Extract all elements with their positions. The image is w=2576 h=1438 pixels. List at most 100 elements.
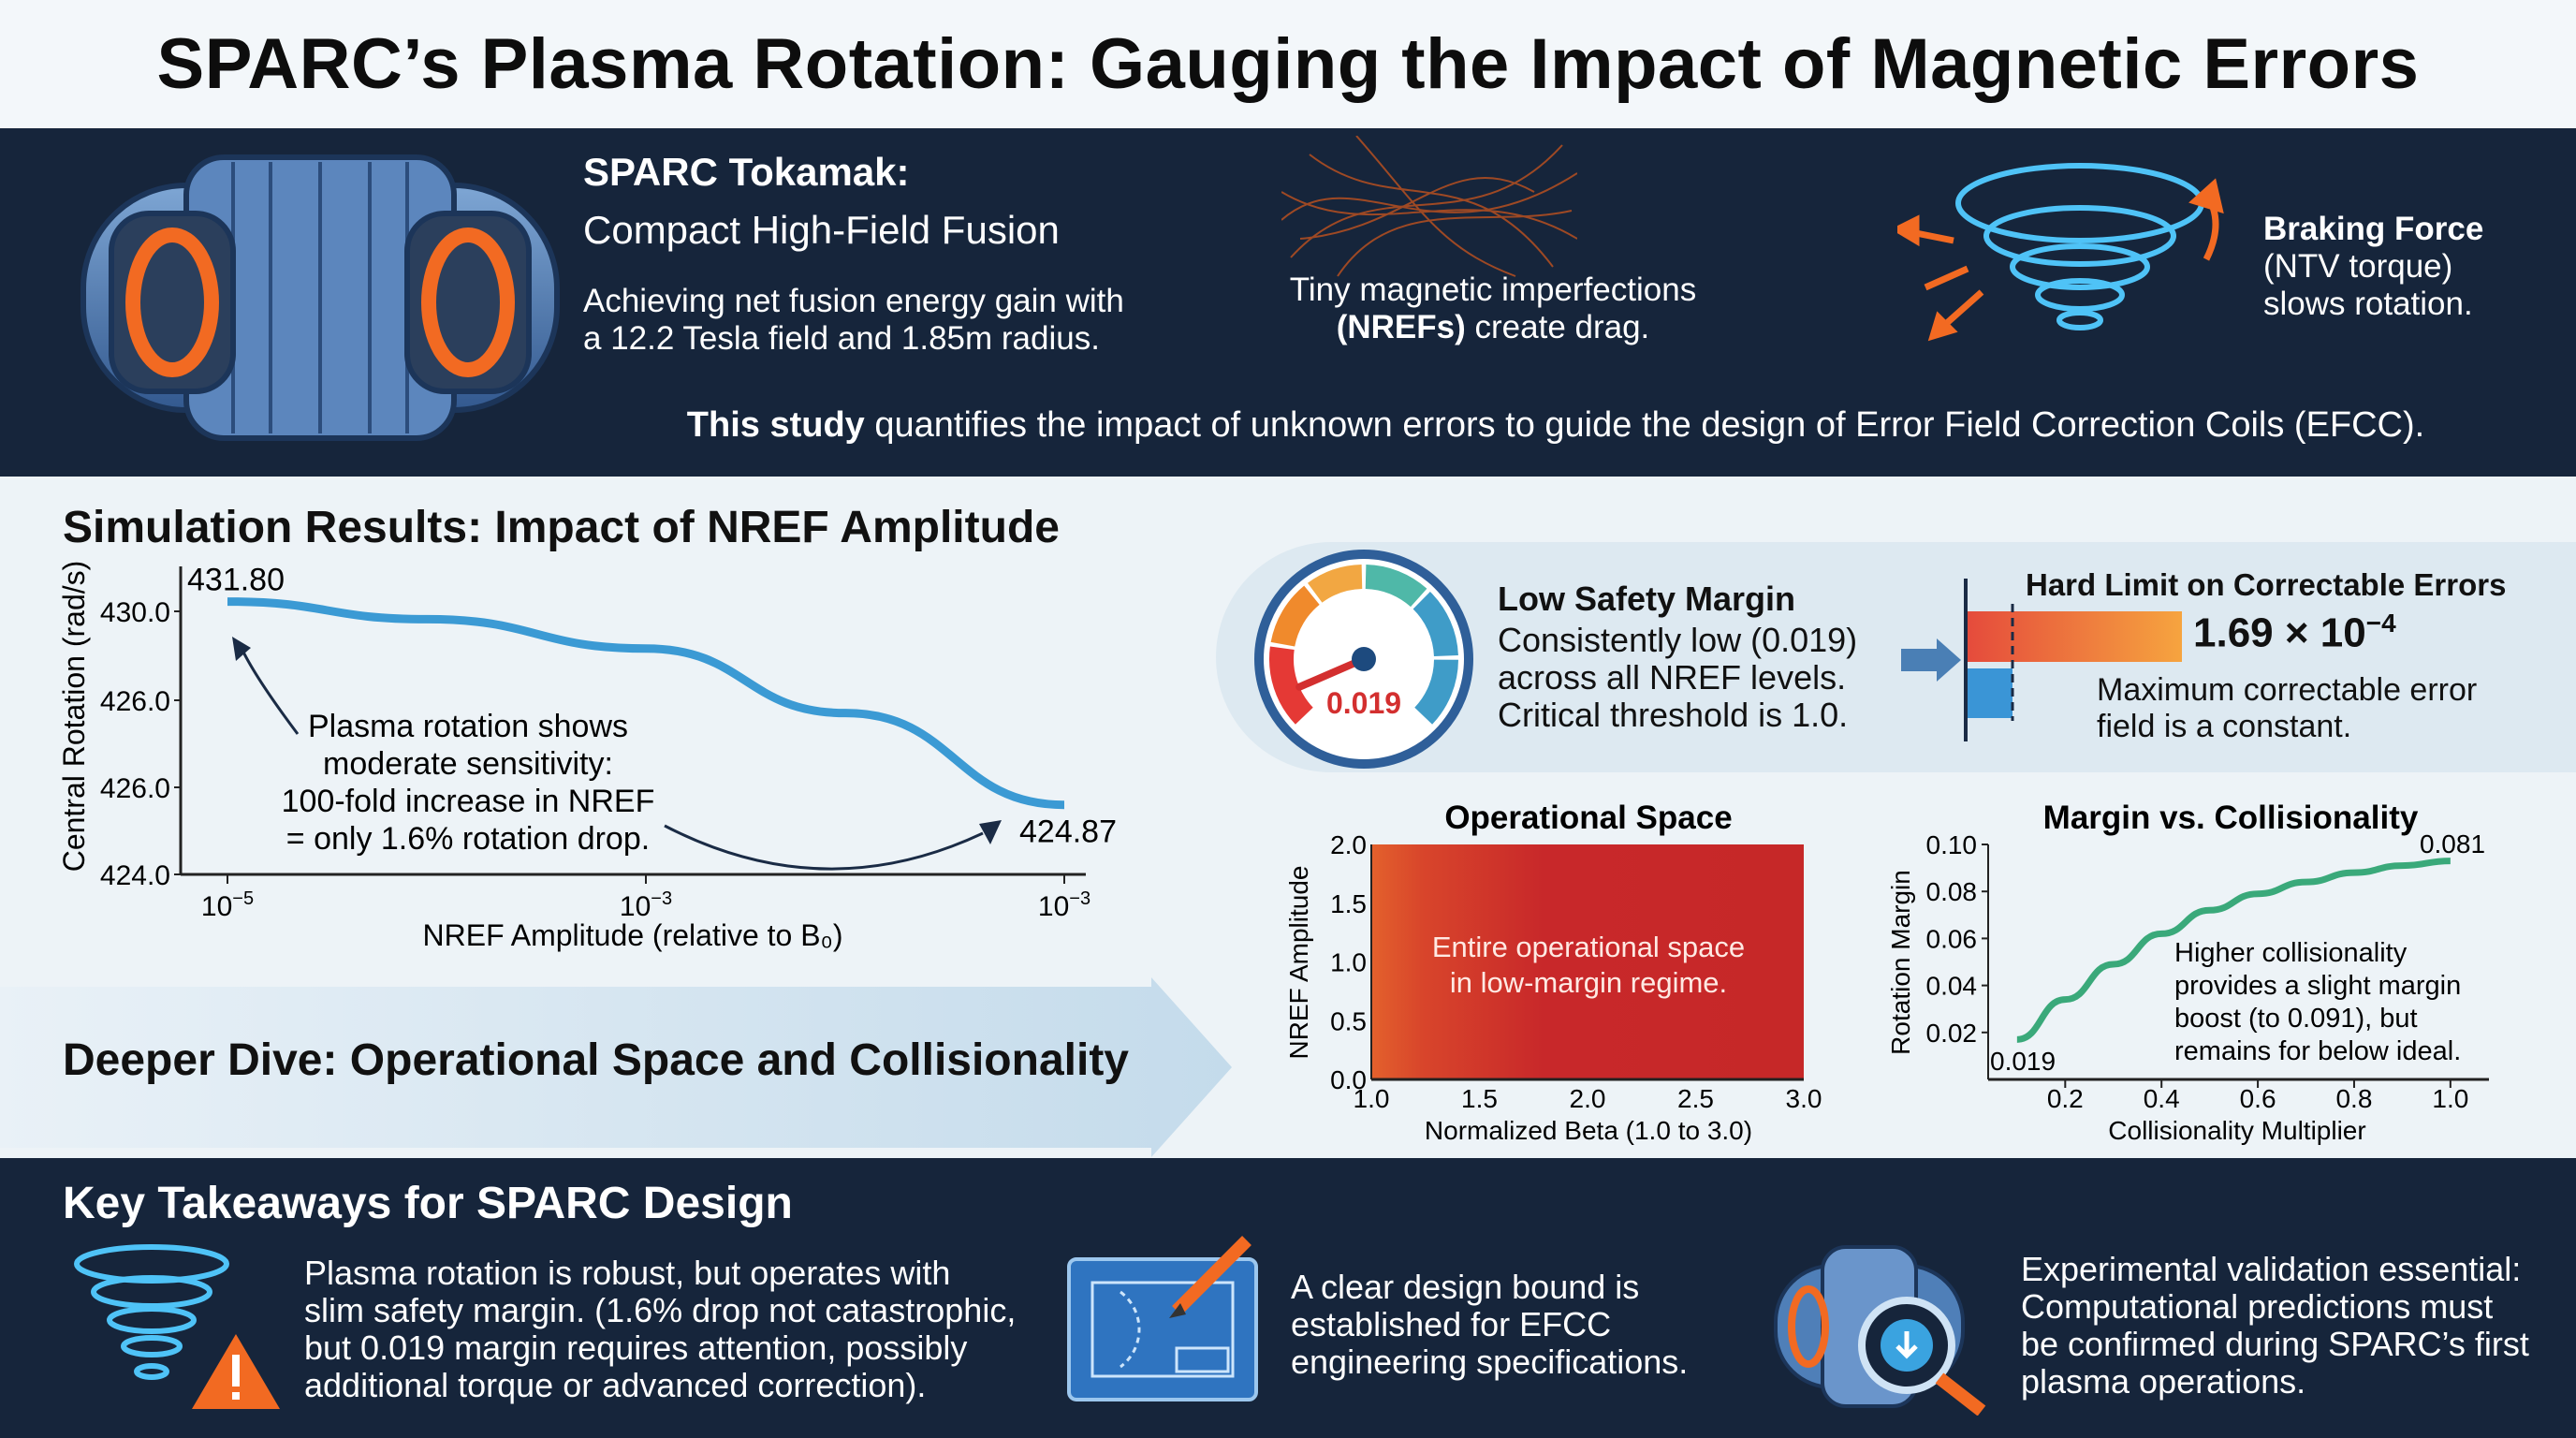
x-tick-label: 1.0 xyxy=(2432,1084,2468,1113)
heatmap-area xyxy=(1371,844,1804,1079)
x-tick-label: 0.4 xyxy=(2144,1084,2180,1113)
plasma-vortex-icon xyxy=(1897,163,2224,342)
title-band: SPARC’s Plasma Rotation: Gauging the Imp… xyxy=(0,0,2576,128)
heatmap-annotation: in low-margin regime. xyxy=(1450,966,1727,999)
x-tick-label: 1.0 xyxy=(1354,1084,1390,1113)
safety-line: Consistently low (0.019) xyxy=(1498,621,1858,659)
y-axis-label: Rotation Margin xyxy=(1886,870,1915,1055)
y-tick-label: 426.0 xyxy=(100,686,170,717)
takeaway-line: additional torque or advanced correction… xyxy=(304,1366,927,1404)
error-bar xyxy=(1968,668,2012,718)
gauge-value: 0.019 xyxy=(1326,686,1401,720)
chart-title: Margin vs. Collisionality xyxy=(2043,800,2419,836)
nref-term: (NREFs) xyxy=(1336,309,1466,345)
takeaway-2-text: A clear design bound is established for … xyxy=(1291,1269,1688,1381)
page-title: SPARC’s Plasma Rotation: Gauging the Imp… xyxy=(156,24,2420,104)
tokamak-description: Achieving net fusion energy gain with a … xyxy=(583,283,1124,358)
safety-line: Critical threshold is 1.0. xyxy=(1498,696,1849,734)
takeaway-line: Experimental validation essential: xyxy=(2021,1250,2522,1288)
annotation-line: 100-fold increase in NREF xyxy=(282,784,655,819)
y-tick-label: 1.0 xyxy=(1330,948,1367,977)
takeaway-line: Plasma rotation is robust, but operates … xyxy=(304,1254,951,1292)
deeper-dive-arrow-band xyxy=(0,977,1232,1157)
y-tick-label: 426.0 xyxy=(100,773,170,804)
y-axis-label: Central Rotation (rad/s) xyxy=(57,561,91,873)
y-tick-label: 0.10 xyxy=(1926,830,1978,859)
end-value-label: 424.87 xyxy=(1019,814,1117,850)
takeaway-line: plasma operations. xyxy=(2021,1362,2306,1401)
rotation-chart: Central Rotation (rad/s) 430.0 426.0 426.0… xyxy=(57,561,1117,952)
arrow-icon xyxy=(1901,649,1937,671)
magnetic-field-lines-icon xyxy=(1281,136,1577,277)
heatmap-annotation: Entire operational space xyxy=(1432,931,1745,963)
limit-bar xyxy=(1968,611,2182,662)
arrow-head xyxy=(979,820,1002,844)
tokamak-desc-line: a 12.2 Tesla field and 1.85m radius. xyxy=(583,320,1100,357)
x-tick-label: 0.6 xyxy=(2240,1084,2276,1113)
caption-line: Maximum correctable error xyxy=(2097,672,2478,708)
study-statement: This study quantifies the impact of unkn… xyxy=(0,405,2576,446)
x-tick-label: 2.0 xyxy=(1570,1084,1606,1113)
operational-space-chart: Operational Space 1.0 1.5 2.0 2.5 3.0 0.0 0.5 1… xyxy=(1284,800,1822,1145)
x-tick-label: 0.8 xyxy=(2335,1084,2372,1113)
y-axis-label: NREF Amplitude xyxy=(1284,866,1313,1060)
y-tick-label: 0.0 xyxy=(1330,1065,1367,1094)
braking-title: Braking Force xyxy=(2263,211,2484,247)
hard-limit-graphic xyxy=(1901,579,2182,741)
annotation-arrow-right xyxy=(664,824,984,871)
tokamak-illustration-icon xyxy=(80,154,560,441)
start-value-label: 431.80 xyxy=(187,563,285,598)
tokamak-magnifier-icon xyxy=(1774,1245,1986,1416)
y-tick-label: 1.5 xyxy=(1330,889,1367,918)
tornado-warning-icon xyxy=(74,1244,280,1409)
safety-line: across all NREF levels. xyxy=(1498,658,1847,697)
x-tick-label: 1.5 xyxy=(1461,1084,1498,1113)
margin-chart: Margin vs. Collisionality 0.2 0.4 0.6 0.8 1.… xyxy=(1886,800,2489,1145)
annotation-line: boost (to 0.091), but xyxy=(2174,1004,2418,1034)
takeaway-line: Computational predictions must xyxy=(2021,1287,2494,1326)
takeaway-line: A clear design bound is xyxy=(1291,1268,1640,1306)
x-tick-label: 10−5 xyxy=(201,888,254,922)
y-tick-label: 0.08 xyxy=(1926,877,1978,906)
takeaway-line: but 0.019 margin requires attention, pos… xyxy=(304,1328,968,1367)
margin-series-line xyxy=(2016,858,2451,1043)
nref-caption-line: Tiny magnetic imperfections xyxy=(1289,271,1697,308)
hard-limit-caption: Maximum correctable error field is a con… xyxy=(2097,672,2477,745)
annotation-arrow-up xyxy=(238,643,300,735)
y-tick-label: 0.02 xyxy=(1926,1019,1978,1048)
tokamak-subtitle: Compact High-Field Fusion xyxy=(583,208,1060,252)
y-tick-label: 430.0 xyxy=(100,597,170,628)
safety-title: Low Safety Margin xyxy=(1498,580,1796,618)
nref-caption: Tiny magnetic imperfections (NREFs) crea… xyxy=(1245,271,1741,346)
end-value-label: 0.081 xyxy=(2420,829,2485,858)
rotation-series-line xyxy=(227,597,1065,810)
deeper-dive-heading: Deeper Dive: Operational Space and Colli… xyxy=(63,1035,1129,1085)
y-tick-label: 0.04 xyxy=(1926,972,1978,1001)
x-tick-label: 10−3 xyxy=(620,888,672,922)
study-bold: This study xyxy=(686,405,865,445)
x-tick-label: 2.5 xyxy=(1677,1084,1714,1113)
tokamak-title: SPARC Tokamak: xyxy=(583,150,910,194)
hard-limit-title: Hard Limit on Correctable Errors xyxy=(2026,567,2507,602)
annotation-line: moderate sensitivity: xyxy=(323,746,613,782)
y-tick-label: 2.0 xyxy=(1330,830,1367,859)
hard-limit-value: 1.69 × 10−4 xyxy=(2193,609,2396,657)
takeaway-line: slim safety margin. (1.6% drop not catas… xyxy=(304,1291,1017,1329)
value-exponent: −4 xyxy=(2365,609,2396,638)
x-tick-label: 0.2 xyxy=(2047,1084,2084,1113)
x-axis-label: Normalized Beta (1.0 to 3.0) xyxy=(1425,1116,1752,1145)
study-rest: quantifies the impact of unknown errors … xyxy=(864,405,2425,445)
annotation-line: remains for below ideal. xyxy=(2174,1036,2461,1066)
y-tick-label: 0.5 xyxy=(1330,1006,1367,1035)
blueprint-pencil-icon xyxy=(1067,1236,1258,1401)
x-axis-label: NREF Amplitude (relative to B₀) xyxy=(423,918,843,952)
braking-force-text: Braking Force (NTV torque) slows rotatio… xyxy=(2263,211,2483,323)
nref-rest: create drag. xyxy=(1465,309,1650,345)
takeaways-section xyxy=(0,1158,2576,1438)
safety-text: Low Safety Margin Consistently low (0.01… xyxy=(1498,580,1857,734)
x-tick-label: 10−3 xyxy=(1038,888,1090,922)
tokamak-desc-line: Achieving net fusion energy gain with xyxy=(583,283,1124,319)
annotation-line: = only 1.6% rotation drop. xyxy=(286,821,650,857)
simulation-heading: Simulation Results: Impact of NREF Ampli… xyxy=(63,503,1060,552)
start-value-label: 0.019 xyxy=(1990,1047,2056,1076)
